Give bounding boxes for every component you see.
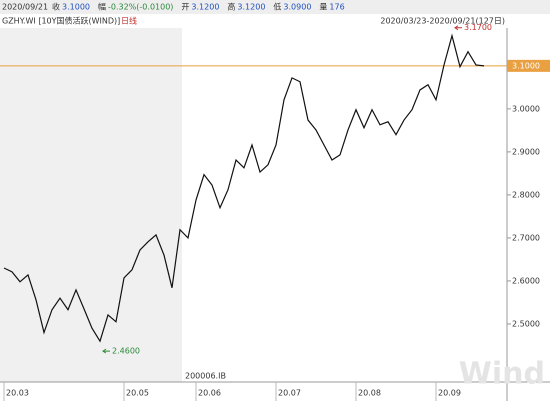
watermark: Wind bbox=[459, 357, 545, 392]
x-tick-label: 20.09 bbox=[438, 389, 461, 398]
period: 日线 bbox=[121, 16, 137, 26]
x-tick-label: 20.05 bbox=[126, 389, 149, 398]
contract-label: 200006.IB bbox=[185, 372, 226, 381]
y-tick-label: 2.7000 bbox=[512, 233, 540, 242]
y-tick-label: 2.5000 bbox=[512, 319, 540, 328]
header-label: 收 bbox=[52, 2, 60, 12]
price-line bbox=[3, 33, 485, 343]
header-value: -0.32%(-0.0100) bbox=[108, 3, 173, 12]
x-tick-label: 20.03 bbox=[6, 389, 29, 398]
y-tick-label: 2.8000 bbox=[512, 190, 540, 199]
annotation-arrowhead bbox=[454, 25, 459, 31]
header-value: 176 bbox=[329, 3, 344, 12]
instrument: GZHY.WI [10Y国债活跃(WIND)] bbox=[2, 16, 120, 26]
header-label: 高 bbox=[227, 2, 235, 12]
annotation-label: 2.4600 bbox=[112, 347, 140, 356]
header-label: 幅 bbox=[98, 2, 106, 12]
header-value: 3.0900 bbox=[283, 3, 311, 12]
header-label: 开 bbox=[181, 3, 189, 12]
header-value: 3.1200 bbox=[237, 3, 265, 12]
annotation-label: 3.1700 bbox=[464, 23, 492, 32]
header-label: 量 bbox=[319, 3, 327, 12]
y-tick-label: 2.9000 bbox=[512, 147, 540, 156]
date-range: 2020/03/23-2020/09/21(127日) bbox=[380, 17, 505, 26]
ref-label-bg bbox=[507, 59, 550, 72]
y-tick-label: 3.0000 bbox=[512, 104, 540, 113]
header-label: 低 bbox=[273, 2, 281, 12]
header-value: 3.1000 bbox=[62, 3, 90, 12]
header-value: 3.1200 bbox=[191, 3, 219, 12]
shaded-region bbox=[0, 28, 182, 382]
y-tick-label: 2.6000 bbox=[512, 276, 540, 285]
x-tick-label: 20.07 bbox=[278, 389, 301, 398]
x-tick-label: 20.08 bbox=[358, 389, 381, 398]
header-date: 2020/09/21 bbox=[2, 3, 48, 12]
y-tick-label: 3.1000 bbox=[512, 61, 540, 70]
annotation-arrowhead bbox=[102, 348, 107, 354]
x-tick-label: 20.06 bbox=[198, 389, 221, 398]
header-bar bbox=[0, 0, 550, 14]
